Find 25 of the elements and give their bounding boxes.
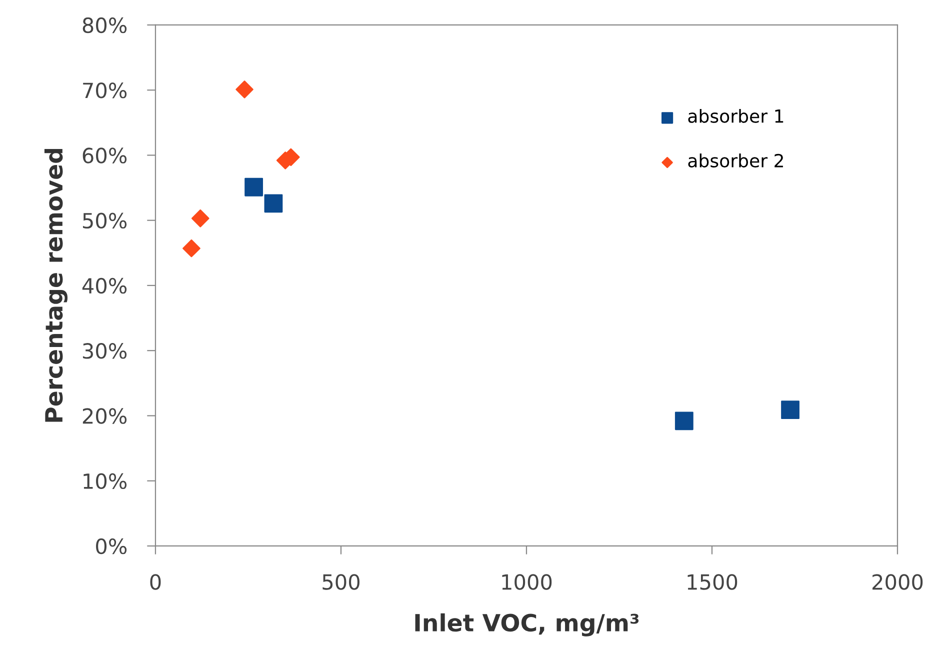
point <box>244 178 263 196</box>
point <box>264 194 283 213</box>
point <box>236 80 254 98</box>
x-tick-label: 1000 <box>502 574 552 590</box>
x-tick-label: 500 <box>322 574 360 590</box>
point <box>182 239 200 258</box>
x-axis-title: Inlet VOC, mg/m³ <box>415 613 639 636</box>
point <box>191 209 210 228</box>
y-tick-label: 80% <box>82 17 127 34</box>
y-tick-label: 50% <box>83 212 127 229</box>
point <box>674 412 694 430</box>
y-tick-label: 20% <box>82 408 127 424</box>
y-tick-label: 10% <box>84 473 127 490</box>
y-tick-label: 0% <box>96 538 127 554</box>
legend-label: absorber 2 <box>688 154 783 168</box>
y-axis-title: Percentage removed <box>44 148 68 422</box>
y-tick-label: 70% <box>83 82 127 98</box>
y-tick-label: 40% <box>82 278 127 294</box>
x-tick-label: 0 <box>150 574 161 590</box>
x-tick-label: 1500 <box>688 574 738 590</box>
y-tick-label: 60% <box>82 148 127 164</box>
y-tick-label: 30% <box>82 343 127 359</box>
x-tick-label: 2000 <box>872 574 923 590</box>
point <box>781 400 800 420</box>
legend-label: absorber 1 <box>688 108 784 123</box>
